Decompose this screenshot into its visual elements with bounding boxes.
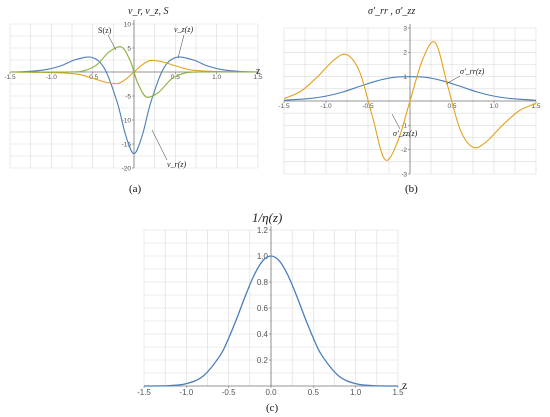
x-tick-label: -1.0 bbox=[320, 103, 332, 110]
chart-a-title: v_r, v_z, S bbox=[128, 6, 169, 17]
x-tick-label: -1.5 bbox=[4, 74, 16, 81]
y-tick-label: -20 bbox=[122, 165, 132, 172]
series-line bbox=[9, 56, 259, 155]
x-tick-label: 1.0 bbox=[489, 103, 498, 110]
series-a bbox=[9, 46, 259, 155]
ticks-c: -1.5 -1.0 -0.5 0.0 0.5 1.0 1.5 0.2 0.4 0.6 0.8 1.0 1… bbox=[137, 226, 404, 397]
chart-b-title: σ'_rr , σ'_zz bbox=[368, 6, 415, 17]
y-tick-label: 2 bbox=[403, 50, 407, 57]
y-tick-label: 10 bbox=[124, 21, 132, 28]
x-tick-label: -0.5 bbox=[362, 103, 374, 110]
ticks-a: -1.5 -1.0 -0.5 0.5 1.0 1.5 -20 -15 -10 -5 5 10 bbox=[4, 21, 262, 172]
x-tick-label: 0.0 bbox=[265, 388, 277, 397]
x-tick-label: -0.5 bbox=[222, 388, 236, 397]
series-b bbox=[283, 41, 537, 161]
ticks-b: -1.5 -1.0 -0.5 0.5 1.0 1.5 -3 -2 -1 1 2 3 bbox=[278, 25, 540, 178]
panel-label-b: (b) bbox=[405, 183, 418, 195]
y-tick-label: -10 bbox=[122, 117, 132, 124]
y-tick-label: -2 bbox=[401, 147, 407, 154]
chart-panel-c: -1.5 -1.0 -0.5 0.0 0.5 1.0 1.5 0.2 0.4 0.6 0.8 1.0 1… bbox=[137, 210, 407, 397]
y-tick-label: -5 bbox=[125, 93, 131, 100]
x-tick-label: -1.0 bbox=[46, 74, 58, 81]
series-line bbox=[283, 41, 537, 161]
pointer-vr bbox=[151, 129, 168, 161]
x-tick-label: -1.5 bbox=[278, 103, 290, 110]
series-line bbox=[143, 255, 399, 387]
panel-label-c: (c) bbox=[266, 402, 279, 414]
x-tick-label: 1.5 bbox=[392, 388, 404, 397]
pointer-srr bbox=[445, 75, 461, 85]
y-tick-label: 0.6 bbox=[257, 304, 269, 313]
chart-panel-a: -1.5 -1.0 -0.5 0.5 1.0 1.5 -20 -15 -10 -5 5 10 v_r,… bbox=[4, 6, 262, 172]
annotation-vz: v_z(z) bbox=[174, 25, 193, 34]
x-tick-label: -0.5 bbox=[87, 74, 99, 81]
annotation-s: S(z) bbox=[98, 26, 112, 35]
y-tick-label: 0.2 bbox=[257, 356, 269, 365]
annotation-vr: v_r(z) bbox=[167, 160, 186, 169]
x-tick-label: 0.5 bbox=[171, 74, 180, 81]
y-tick-label: 0.8 bbox=[257, 278, 269, 287]
x-tick-label: 0.5 bbox=[308, 388, 320, 397]
chart-a-xlabel: z bbox=[256, 66, 261, 77]
y-tick-label: 1 bbox=[403, 74, 407, 81]
annotation-szz: σ'_zz(z) bbox=[393, 129, 418, 138]
panel-label-a: (a) bbox=[129, 183, 142, 195]
series-line bbox=[9, 46, 259, 98]
x-tick-label: 1.0 bbox=[212, 74, 221, 81]
y-tick-label: 1.2 bbox=[257, 226, 269, 235]
chart-c-title: 1/η(z) bbox=[252, 210, 282, 225]
y-tick-label: -1 bbox=[401, 123, 407, 130]
series-c bbox=[143, 255, 399, 387]
y-tick-label: 5 bbox=[127, 45, 131, 52]
axes-c bbox=[144, 226, 398, 387]
x-tick-label: 1.5 bbox=[253, 74, 262, 81]
series-line bbox=[283, 76, 537, 101]
pointer-szz bbox=[391, 113, 401, 130]
y-tick-label: 3 bbox=[403, 25, 407, 32]
y-tick-label: 0.4 bbox=[257, 330, 269, 339]
x-tick-label: -1.0 bbox=[179, 388, 193, 397]
pointer-s bbox=[107, 34, 117, 51]
y-tick-label: -15 bbox=[122, 141, 132, 148]
x-tick-label: -1.5 bbox=[137, 388, 151, 397]
x-tick-label: 1.5 bbox=[531, 103, 540, 110]
axes-a bbox=[10, 20, 258, 168]
axes-b bbox=[284, 24, 536, 174]
annotation-srr: σ'_rr(z) bbox=[460, 67, 485, 76]
y-tick-label: -3 bbox=[401, 171, 407, 178]
chart-panel-b: -1.5 -1.0 -0.5 0.5 1.0 1.5 -3 -2 -1 1 2 3 σ'_rr , σ… bbox=[278, 6, 540, 178]
y-tick-label: 1.0 bbox=[257, 252, 269, 261]
pointer-vz bbox=[177, 34, 185, 59]
chart-c-xlabel: z bbox=[402, 378, 407, 392]
x-tick-label: 0.5 bbox=[447, 103, 456, 110]
x-tick-label: 1.0 bbox=[350, 388, 362, 397]
